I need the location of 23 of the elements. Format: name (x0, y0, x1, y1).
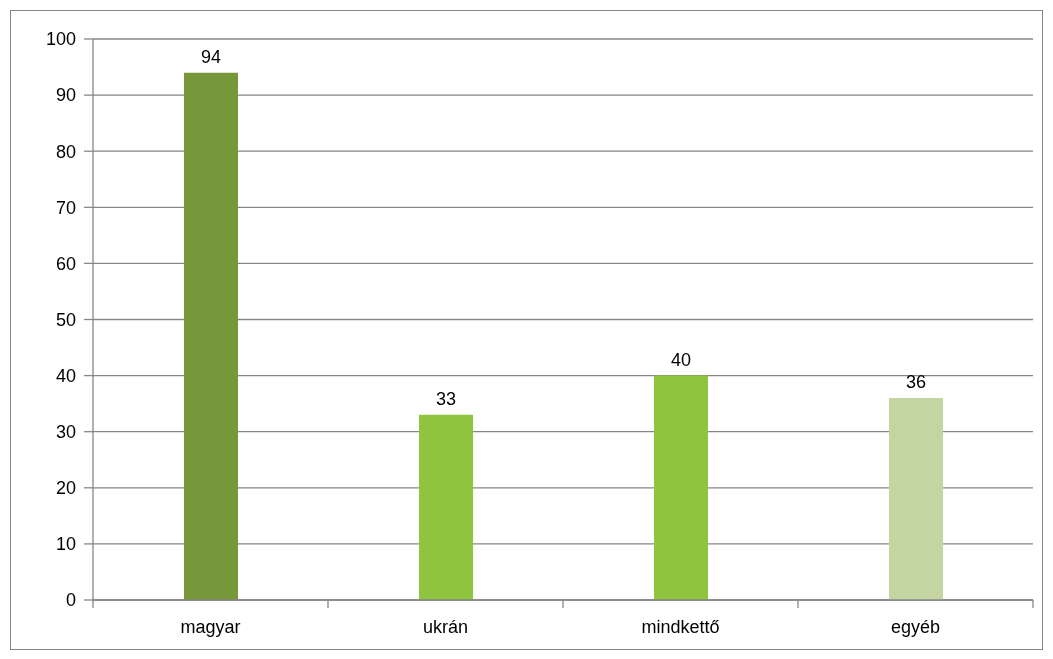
y-tick-label: 100 (45, 29, 76, 50)
x-tick-label: ukrán (422, 616, 469, 637)
y-tick-label: 30 (55, 422, 76, 443)
data-label: 40 (670, 349, 692, 370)
data-label: 94 (200, 46, 222, 67)
y-tick-label: 70 (55, 197, 76, 218)
bar (654, 375, 708, 600)
y-tick-label: 50 (55, 309, 76, 330)
y-tick-label: 40 (55, 365, 76, 386)
y-tick-label: 20 (55, 478, 76, 499)
bar (419, 414, 473, 600)
data-label: 36 (905, 372, 927, 393)
x-tick-label: magyar (180, 616, 241, 637)
y-tick-label: 90 (55, 85, 76, 106)
x-tick-label: egyéb (890, 616, 941, 637)
y-tick-label: 80 (55, 141, 76, 162)
bar (889, 398, 943, 600)
x-tick-label: mindkettő (641, 616, 720, 637)
y-tick-label: 0 (65, 590, 76, 611)
y-tick-label: 60 (55, 253, 76, 274)
y-tick-label: 10 (55, 534, 76, 555)
data-label: 33 (435, 388, 457, 409)
bar (184, 72, 238, 600)
